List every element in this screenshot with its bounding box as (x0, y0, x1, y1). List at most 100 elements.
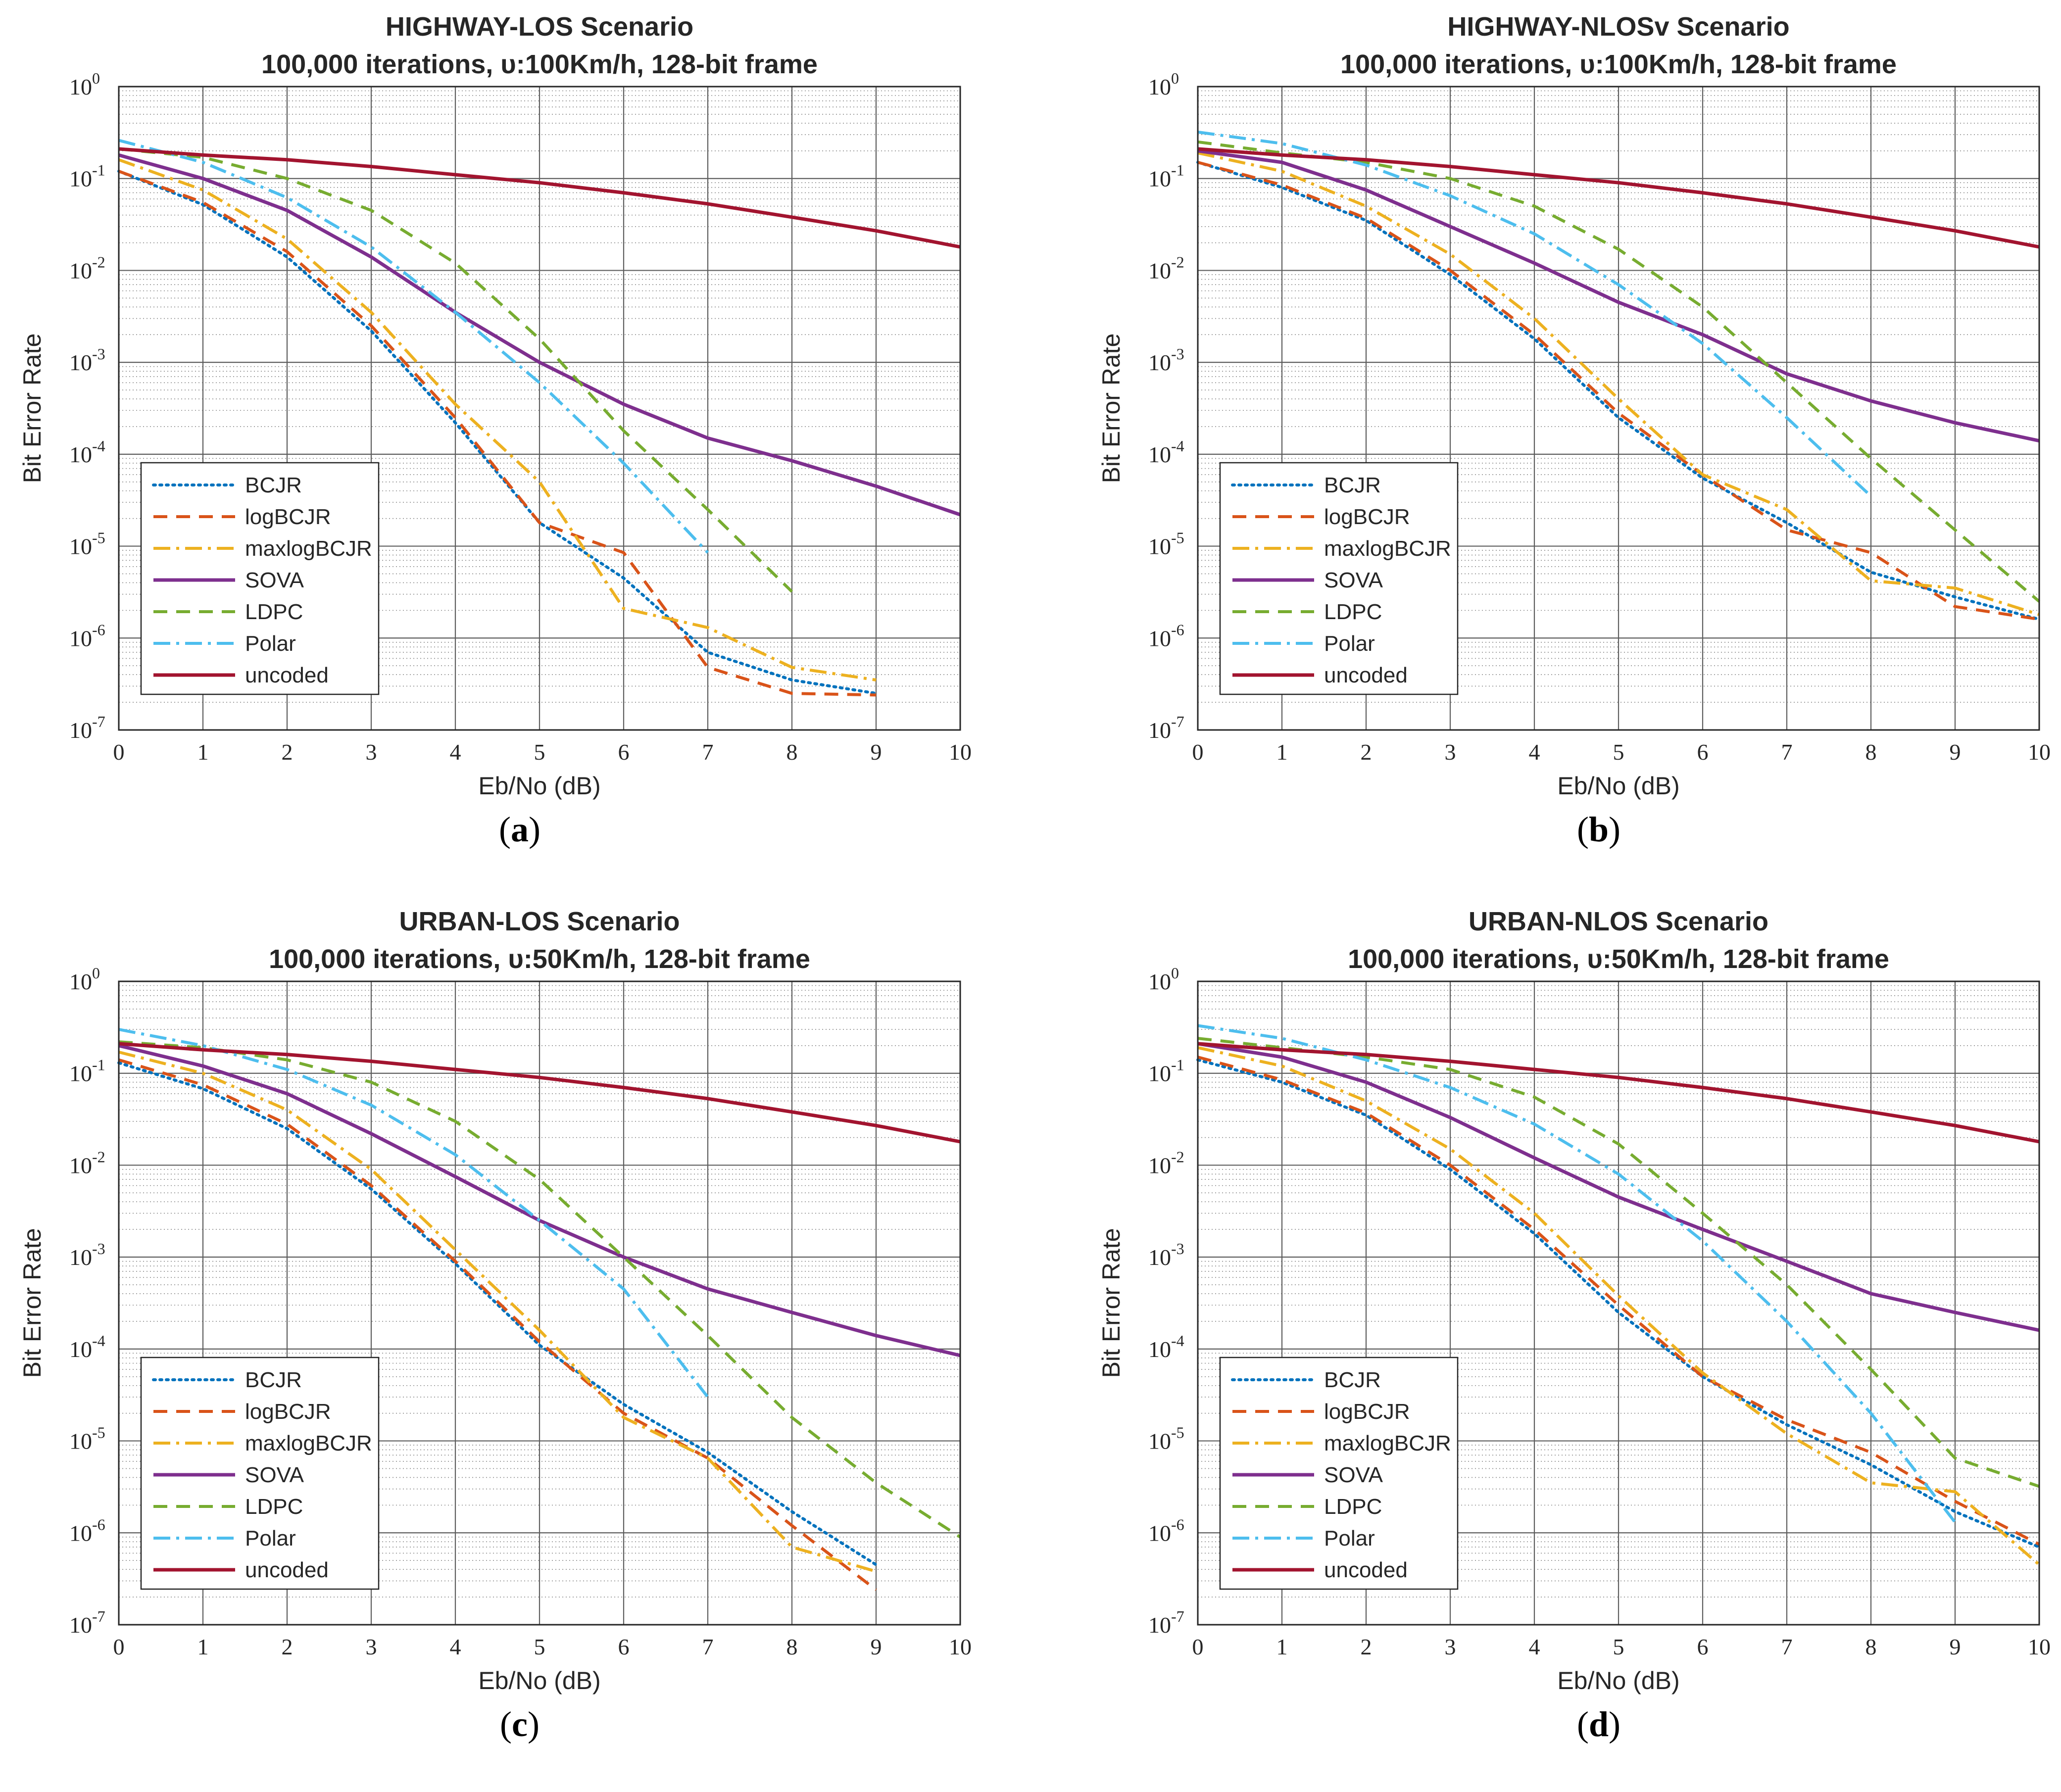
y-tick-exponent: -1 (1171, 161, 1184, 179)
x-tick-label: 6 (618, 739, 630, 765)
x-tick-label: 10 (949, 1634, 972, 1659)
x-tick-label: 9 (1950, 1634, 1961, 1659)
legend-entry-label: Polar (245, 1526, 296, 1550)
y-tick-label: 10-6 (1148, 1515, 1184, 1546)
y-tick-exponent: 0 (1171, 964, 1179, 982)
y-tick-base: 10 (69, 1153, 92, 1178)
x-tick-label: 10 (2028, 1634, 2051, 1659)
legend-entry-label: BCJR (1324, 473, 1381, 497)
y-tick-label: 10-1 (1148, 1056, 1184, 1086)
y-tick-base: 10 (1148, 1245, 1171, 1270)
y-tick-label: 10-4 (69, 437, 105, 467)
y-tick-base: 10 (1148, 1153, 1171, 1178)
x-tick-label: 6 (1697, 739, 1709, 765)
series-line-uncoded (1197, 147, 2040, 249)
legend-entry-label: maxlogBCJR (1324, 536, 1451, 561)
chart-panel-c: URBAN-LOS Scenario 100,000 iterations, υ:… (18, 907, 972, 1744)
chart-subtitle: 100,000 iterations, υ:100Km/h, 128-bit f… (261, 49, 818, 79)
x-tick-label: 4 (450, 1634, 461, 1659)
y-tick-base: 10 (69, 718, 92, 743)
y-tick-exponent: 0 (1171, 69, 1179, 87)
y-tick-exponent: -2 (92, 1148, 105, 1165)
caption-close: ) (1609, 810, 1620, 849)
chart-subtitle: 100,000 iterations, υ:100Km/h, 128-bit f… (1340, 49, 1897, 79)
panel-caption: (c) (500, 1704, 540, 1744)
legend-entry-label: logBCJR (1324, 1400, 1410, 1424)
y-axis-label: Bit Error Rate (18, 1228, 46, 1378)
y-tick-base: 10 (1148, 166, 1171, 192)
y-tick-label: 10-7 (69, 1607, 105, 1638)
series-line-bcjr (1196, 1058, 2041, 1549)
legend-entry-label: uncoded (1324, 1558, 1408, 1582)
y-axis-label: Bit Error Rate (1097, 334, 1125, 484)
y-axis-label: Bit Error Rate (18, 334, 46, 484)
x-tick-label: 0 (1192, 739, 1204, 765)
legend-entry-label: Polar (245, 631, 296, 656)
y-tick-label: 10-4 (69, 1332, 105, 1362)
x-tick-label: 8 (1865, 1634, 1877, 1659)
y-tick-base: 10 (69, 1061, 92, 1086)
chart-subtitle: 100,000 iterations, υ:50Km/h, 128-bit fr… (1348, 944, 1889, 974)
y-tick-label: 100 (69, 964, 100, 994)
x-tick-label: 4 (450, 739, 461, 765)
y-tick-label: 10-6 (1148, 621, 1184, 651)
y-tick-base: 10 (69, 534, 92, 559)
legend-entry-label: BCJR (245, 1368, 302, 1392)
y-tick-base: 10 (69, 166, 92, 192)
series-line-logbcjr (1197, 1056, 2040, 1546)
x-tick-label: 4 (1529, 1634, 1540, 1659)
legend-entry-label: SOVA (1324, 1463, 1383, 1487)
series-line-uncoded (1197, 1042, 2040, 1144)
legend: BCJR logBCJR maxlogBCJR SOVA LDPC Polar uncode… (1219, 462, 1459, 695)
y-tick-exponent: -2 (92, 253, 105, 271)
x-tick-label: 9 (871, 739, 882, 765)
y-tick-label: 10-7 (69, 713, 105, 743)
series-line-maxlogbcjr (118, 158, 877, 681)
series-line-sova (1197, 149, 2040, 443)
legend-entry-label: logBCJR (1324, 505, 1410, 529)
y-tick-base: 10 (1148, 626, 1171, 651)
x-tick-label: 10 (2028, 739, 2051, 765)
y-tick-base: 10 (69, 74, 92, 99)
y-tick-exponent: -3 (92, 345, 105, 363)
x-tick-label: 7 (702, 739, 714, 765)
y-tick-label: 10-4 (1148, 437, 1184, 467)
legend-entry-label: Polar (1324, 631, 1375, 656)
panel-caption: (b) (1577, 810, 1620, 849)
series-line-polar (118, 139, 709, 554)
y-tick-label: 10-7 (1148, 1607, 1184, 1638)
y-tick-label: 10-6 (69, 1515, 105, 1546)
x-tick-label: 3 (366, 1634, 377, 1659)
y-tick-label: 10-3 (1148, 345, 1184, 375)
y-tick-base: 10 (69, 969, 92, 994)
caption-close: ) (1609, 1704, 1620, 1744)
caption-open: ( (1577, 810, 1589, 849)
legend-entry-label: LDPC (1324, 1495, 1382, 1519)
y-tick-exponent: -6 (1171, 1515, 1184, 1533)
y-tick-base: 10 (1148, 534, 1171, 559)
chart-title: HIGHWAY-LOS Scenario (386, 12, 693, 42)
x-tick-label: 7 (1781, 1634, 1793, 1659)
x-tick-label: 0 (113, 739, 125, 765)
series-line-logbcjr (1197, 161, 2040, 621)
y-tick-exponent: -2 (1171, 1148, 1184, 1165)
y-tick-label: 10-3 (1148, 1240, 1184, 1270)
series-line-maxlogbcjr (1197, 151, 2040, 616)
y-tick-base: 10 (69, 1612, 92, 1638)
y-tick-exponent: -3 (92, 1240, 105, 1258)
y-tick-label: 10-2 (1148, 1148, 1184, 1178)
legend-entry-label: maxlogBCJR (1324, 1431, 1451, 1455)
chart-title: URBAN-LOS Scenario (399, 907, 680, 936)
panel-caption: (a) (499, 810, 540, 849)
axes-frame (1197, 86, 2040, 731)
y-tick-base: 10 (69, 442, 92, 467)
legend-entry-label: uncoded (1324, 663, 1408, 687)
x-tick-label: 2 (282, 1634, 293, 1659)
x-tick-label: 3 (1445, 1634, 1456, 1659)
x-tick-label: 8 (786, 739, 798, 765)
legend-entry-label: uncoded (245, 1558, 329, 1582)
caption-close: ) (529, 810, 540, 849)
x-tick-label: 2 (1361, 1634, 1372, 1659)
y-tick-base: 10 (1148, 1337, 1171, 1362)
